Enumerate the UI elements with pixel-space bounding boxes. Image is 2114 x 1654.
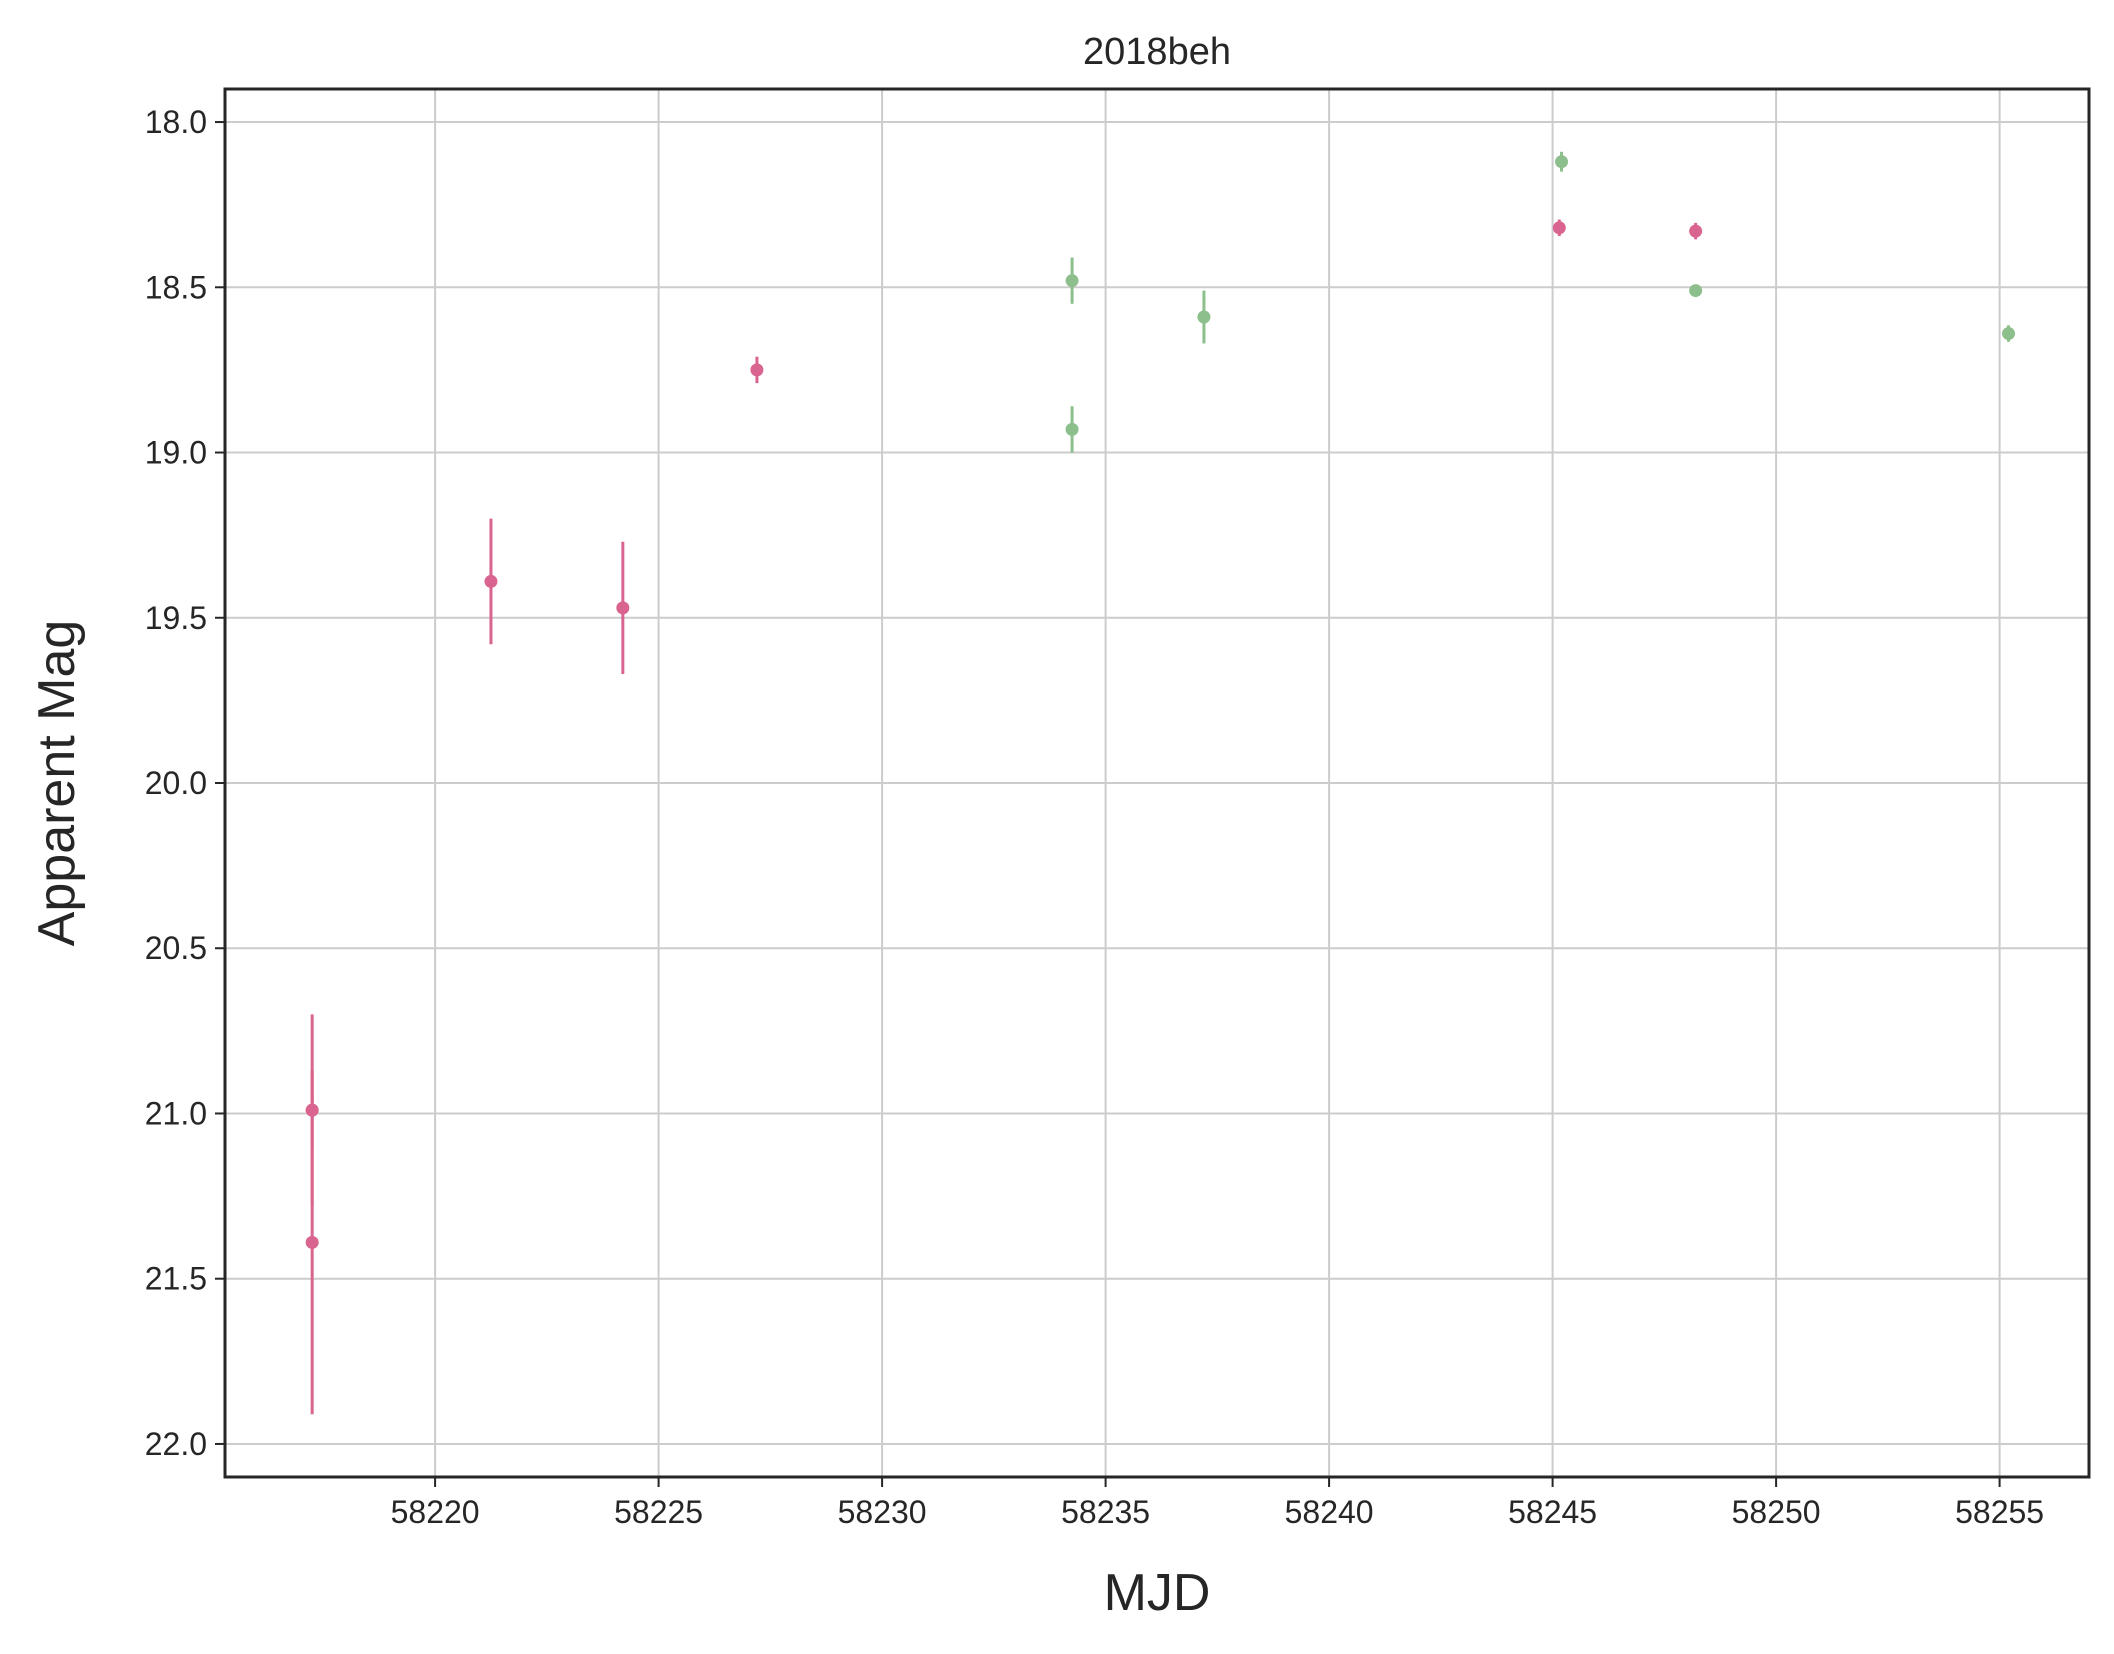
y-tick-label: 22.0 <box>145 1426 207 1462</box>
axis-ticks: 58220 58225 58230 58235 58240 58245 58250 58255… <box>145 104 2044 1530</box>
data-point <box>750 363 764 377</box>
x-tick-label: 58240 <box>1285 1494 1374 1530</box>
data-point <box>1689 284 1703 298</box>
data-point <box>1065 422 1079 436</box>
y-tick-label: 19.5 <box>145 600 207 636</box>
data-point <box>2002 327 2016 341</box>
x-tick-label: 58220 <box>391 1494 480 1530</box>
grid-lines <box>225 89 2089 1477</box>
x-tick-label: 58225 <box>614 1494 703 1530</box>
y-axis-title: Apparent Mag <box>28 620 86 947</box>
x-tick-label: 58245 <box>1508 1494 1597 1530</box>
x-tick-label: 58250 <box>1732 1494 1821 1530</box>
x-tick-label: 58235 <box>1061 1494 1150 1530</box>
data-point <box>484 574 498 588</box>
data-point <box>1552 221 1566 235</box>
data-point <box>1689 224 1703 238</box>
data-point <box>305 1103 319 1117</box>
y-tick-label: 20.5 <box>145 930 207 966</box>
data-point <box>616 601 630 615</box>
data-points <box>305 151 2016 1415</box>
y-tick-label: 21.5 <box>145 1261 207 1297</box>
y-tick-label: 20.0 <box>145 765 207 801</box>
y-tick-label: 19.0 <box>145 435 207 471</box>
data-point <box>1555 155 1569 169</box>
x-axis-title: MJD <box>1104 1564 1211 1622</box>
chart-title: 2018beh <box>1083 31 1231 73</box>
y-tick-label: 18.5 <box>145 269 207 305</box>
data-point <box>1197 310 1211 324</box>
x-tick-label: 58230 <box>838 1494 927 1530</box>
y-tick-label: 18.0 <box>145 104 207 140</box>
data-point <box>305 1235 319 1249</box>
y-tick-label: 21.0 <box>145 1095 207 1131</box>
x-tick-label: 58255 <box>1955 1494 2044 1530</box>
data-point <box>1065 274 1079 288</box>
